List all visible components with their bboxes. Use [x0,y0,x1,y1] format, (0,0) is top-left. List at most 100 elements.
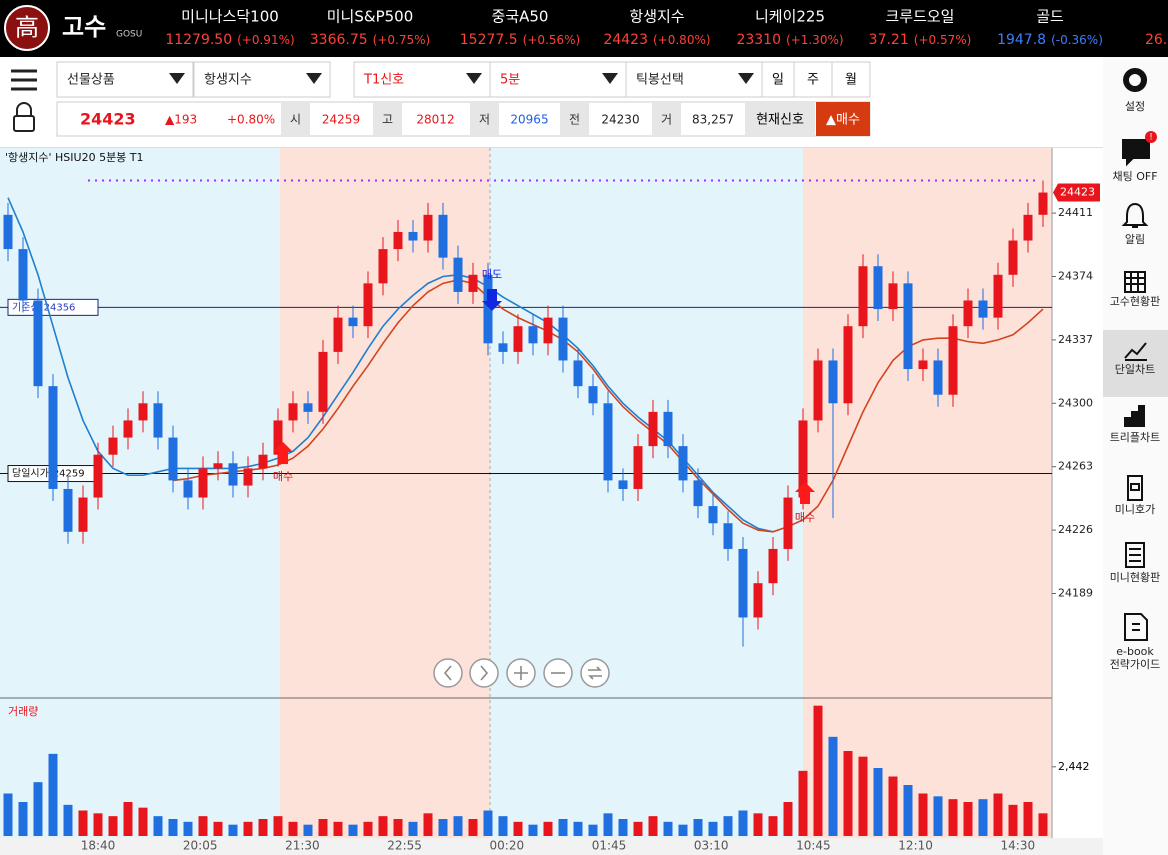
sidebar-icon[interactable] [1124,342,1147,361]
dropdown[interactable] [353,61,491,98]
volume-bar [183,821,193,836]
field-value: 83,257 [692,113,734,127]
sidebar-icon[interactable] [1123,68,1148,92]
candle-body [153,403,163,438]
ticker-change: (+1.30%) [786,33,844,47]
volume-bar [123,802,133,836]
volume-bar [663,821,673,836]
lock-button[interactable] [13,102,35,132]
sidebar-label[interactable]: 고수현황판 [1110,295,1161,308]
sidebar-icon[interactable] [1124,405,1145,427]
sidebar-icon[interactable] [1121,202,1149,228]
sidebar-label[interactable]: 트리플차트 [1110,431,1161,444]
candle-body [63,488,73,532]
candle-body [213,463,223,469]
x-tick-label: 03:10 [694,839,729,853]
ticker-change: (-0.36%) [1051,33,1103,47]
zoom-icon [480,665,489,681]
volume-bar [483,810,493,836]
ticker-price: 15277.5 [460,32,518,48]
candle-body [363,283,373,327]
reference-name: 기준선 [12,301,40,313]
dropdown-label: 선물상품 [67,73,115,88]
candle-body [1008,240,1018,275]
logo-mark: 高 [15,14,39,42]
dropdown[interactable] [56,61,194,98]
volume-bar [888,776,898,836]
volume-bar [3,793,13,836]
sidebar-icon[interactable] [1125,542,1145,568]
sidebar-icon[interactable] [1124,271,1146,293]
ticker-price: 37.21 [869,32,909,48]
quote-price: 24423 [80,110,136,129]
sidebar-label[interactable]: 단일차트 [1115,362,1155,376]
candle-body [228,463,238,486]
ticker-name: 중국A50 [492,8,549,26]
candle-body [273,420,283,455]
volume-bar [828,736,838,836]
candle-body [858,266,868,327]
volume-bar [633,821,643,836]
sidebar-label[interactable]: e-book [1116,645,1154,658]
zoom-control[interactable] [580,658,610,688]
ticker-price: 26.83 [1145,32,1168,48]
volume-bar [678,824,688,836]
signal-arrow [273,442,293,464]
candle-body [558,317,568,361]
dropdown[interactable] [489,61,627,98]
candle-body [33,300,43,387]
volume-bar [258,819,268,836]
period-button[interactable] [831,61,871,98]
candle-body [918,360,928,370]
session-zone [0,148,280,838]
sidebar-label[interactable]: 설정 [1125,100,1145,113]
ticker-price: 1947.8 [997,32,1046,48]
dropdown-label: 항생지수 [204,73,252,88]
moving-average [172,279,1044,533]
volume-bar [423,813,433,836]
sidebar-icon[interactable] [1122,139,1150,167]
y-tick-label: 24374 [1058,270,1093,283]
dropdown[interactable] [193,61,331,98]
sidebar-label[interactable]: 알림 [1125,232,1145,246]
dropdown-arrow [602,73,618,84]
candle-body [108,437,118,455]
signal-button[interactable] [816,102,870,136]
volume-bar [708,821,718,836]
field-label: 시 [290,113,301,127]
sidebar-label[interactable]: 미니호가 [1115,503,1155,516]
candle-body [648,411,658,447]
ticker-name: 골드 [1036,8,1064,26]
menu-button[interactable] [11,69,37,91]
candle-body [138,403,148,421]
zoom-control[interactable] [433,658,463,688]
sidebar-active [1103,330,1168,397]
candle-body [198,468,208,498]
volume-bar [858,756,868,836]
volume-bar [978,799,988,836]
volume-bar [723,816,733,836]
candle-body [633,446,643,489]
ticker-quote: 24423 (+0.80%) [603,32,710,48]
candle-body [948,326,958,395]
candle-body [123,420,133,438]
candle-body [708,506,718,524]
candle-body [438,214,448,258]
dropdown[interactable] [625,61,763,98]
volume-bar [108,816,118,836]
zoom-control[interactable] [469,658,499,688]
candle-body [813,360,823,421]
x-tick-label: 10:45 [796,839,831,853]
sidebar-label[interactable]: 미니현황판 [1110,571,1161,584]
candle-body [993,274,1003,318]
sidebar-icon[interactable] [1124,613,1148,641]
chart-title: '항생지수' HSIU20 5분봉 T1 [5,151,144,164]
volume-bar [198,816,208,836]
sidebar-icon[interactable] [1127,475,1143,501]
sidebar-label[interactable]: 전략가이드 [1110,658,1161,671]
volume-bar [303,824,313,836]
candle-body [318,351,328,412]
dropdown-label: 틱봉선택 [636,73,684,88]
sidebar-label[interactable]: 채팅 OFF [1112,170,1157,183]
